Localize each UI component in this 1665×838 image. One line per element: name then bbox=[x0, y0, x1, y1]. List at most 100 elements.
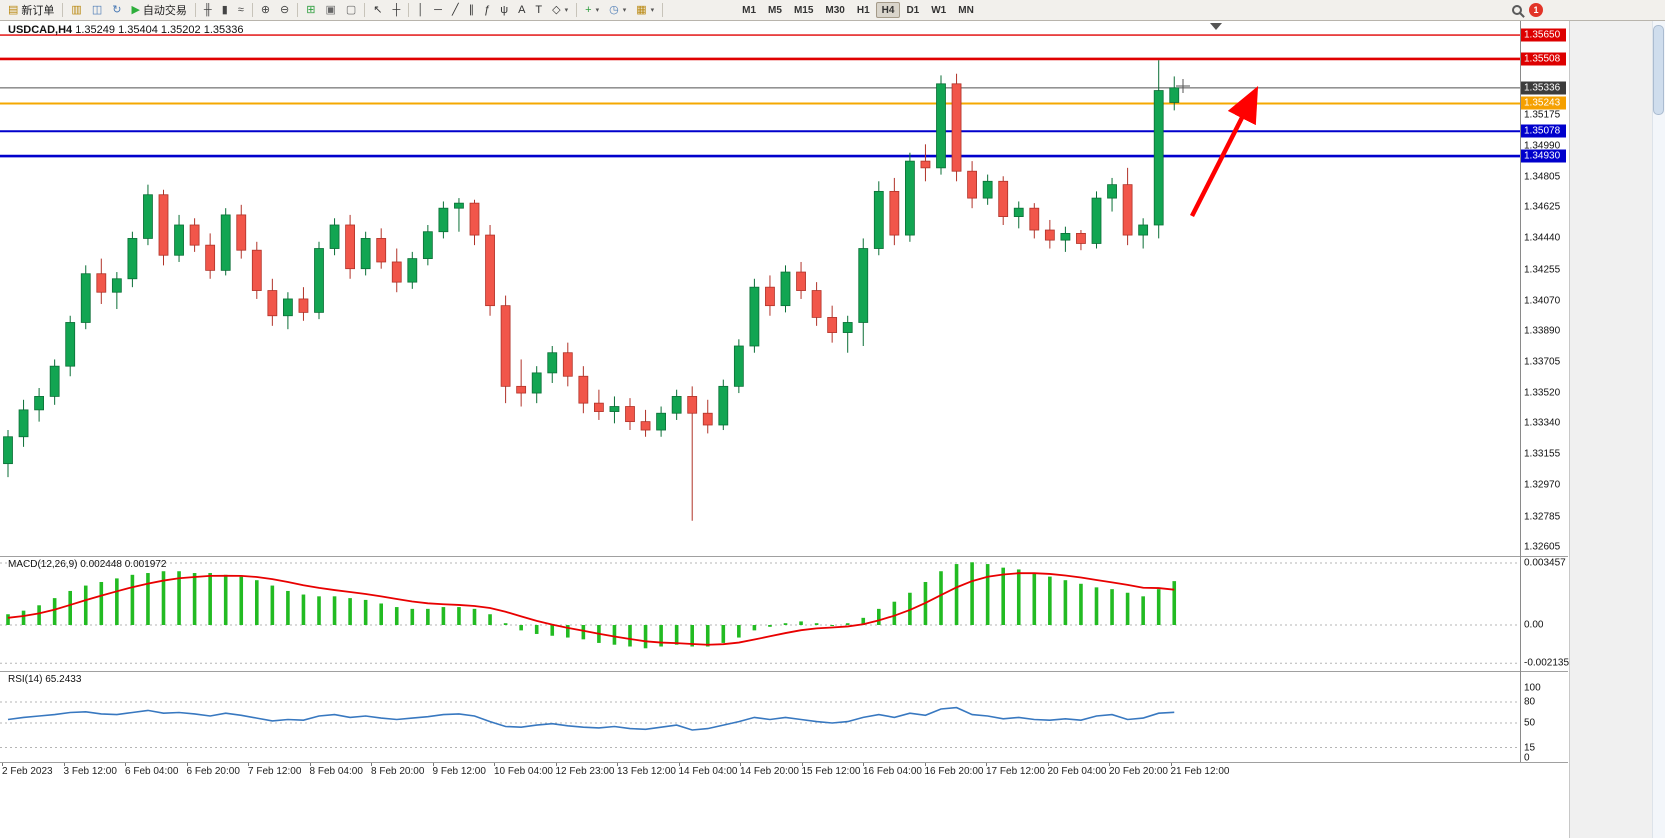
cascade-windows-button[interactable]: ▢ bbox=[341, 2, 361, 19]
text-label-icon: T bbox=[535, 3, 543, 16]
time-axis-label: 17 Feb 12:00 bbox=[986, 766, 1045, 777]
macd-bar bbox=[177, 571, 181, 625]
templates-button[interactable]: ▦ ▾ bbox=[631, 2, 659, 19]
macd-bar bbox=[628, 625, 632, 647]
horizontal-lines bbox=[0, 34, 1520, 158]
timeframe-m30-button[interactable]: M30 bbox=[825, 4, 845, 16]
macd-bar bbox=[301, 594, 306, 625]
trend-arrow-annotation[interactable] bbox=[1189, 85, 1259, 218]
candle-body bbox=[96, 273, 107, 293]
macd-bar bbox=[394, 607, 399, 625]
price-axis-tick: 1.35175 bbox=[1524, 109, 1561, 121]
price-badge-1.35336: 1.35336 bbox=[1521, 81, 1566, 95]
time-axis-tick bbox=[1047, 762, 1049, 766]
candlestick-chart-button[interactable]: ▮ bbox=[217, 2, 233, 19]
vertical-scrollbar[interactable] bbox=[1652, 21, 1665, 838]
macd-bar bbox=[161, 571, 166, 625]
time-axis-label: 15 Feb 12:00 bbox=[801, 766, 861, 777]
refresh-button[interactable]: ↻ bbox=[107, 2, 126, 19]
indicators-button[interactable]: + ▾ bbox=[580, 2, 604, 19]
vertical-line-button[interactable]: │ bbox=[412, 2, 429, 19]
horizontal-line-button[interactable]: ─ bbox=[429, 2, 447, 19]
autotrading-button[interactable]: ▶ 自动交易 bbox=[126, 2, 191, 19]
candle-body bbox=[407, 258, 418, 283]
macd-pane[interactable] bbox=[0, 557, 1520, 671]
timeframe-d1-button[interactable]: D1 bbox=[906, 4, 920, 16]
price-badge-1.35243: 1.35243 bbox=[1521, 96, 1566, 110]
line-chart-button[interactable]: ≈ bbox=[233, 2, 249, 19]
zoom-out-button[interactable]: ⊖ bbox=[275, 2, 294, 19]
candle-body bbox=[267, 290, 278, 317]
rsi-pane-separator[interactable] bbox=[0, 671, 1568, 672]
timeframe-w1-button[interactable]: W1 bbox=[931, 4, 947, 16]
macd-bar bbox=[472, 608, 477, 625]
chart-shift-marker[interactable] bbox=[1210, 23, 1222, 30]
candle-body bbox=[967, 170, 977, 199]
price-axis-tick: 1.33340 bbox=[1524, 417, 1561, 429]
candle-body bbox=[205, 244, 216, 271]
periods-button[interactable]: ◷ ▾ bbox=[604, 2, 631, 19]
macd-pane-separator[interactable] bbox=[0, 556, 1568, 557]
andrews-fork-button[interactable]: ψ bbox=[495, 2, 513, 19]
time-axis-tick bbox=[125, 762, 126, 766]
candle-body bbox=[1169, 87, 1180, 103]
time-axis-label: 20 Feb 20:00 bbox=[1109, 766, 1168, 777]
new-order-button[interactable]: ▤ 新订单 bbox=[3, 2, 59, 19]
macd-bar bbox=[643, 625, 648, 649]
zoom-out-icon: ⊖ bbox=[280, 3, 290, 16]
candle-body bbox=[80, 273, 91, 323]
macd-bar bbox=[239, 576, 244, 625]
tile-windows-button[interactable]: ▣ bbox=[320, 2, 340, 19]
time-axis-label: 21 Feb 12:00 bbox=[1170, 766, 1230, 777]
timeframe-m1-button[interactable]: M1 bbox=[742, 4, 757, 16]
rsi-line bbox=[7, 706, 1175, 731]
cursor-button[interactable]: ↖ bbox=[368, 2, 387, 19]
profiles-button[interactable]: ▥ bbox=[66, 2, 86, 19]
macd-bar bbox=[441, 607, 446, 625]
price-badge-1.35078: 1.35078 bbox=[1521, 124, 1566, 138]
time-axis-separator bbox=[0, 762, 1568, 763]
candle-body bbox=[1091, 197, 1102, 244]
candle-body bbox=[687, 396, 698, 414]
fibonacci-button[interactable]: ƒ bbox=[479, 2, 495, 19]
macd-bar bbox=[52, 598, 57, 625]
trendline-button[interactable]: ╱ bbox=[447, 2, 464, 19]
timeframe-mn-button[interactable]: MN bbox=[958, 4, 974, 16]
shapes-button[interactable]: ◇ ▾ bbox=[547, 2, 573, 19]
zoom-in-button[interactable]: ⊕ bbox=[256, 2, 275, 19]
time-axis-tick bbox=[617, 762, 618, 766]
vertical-line-icon: │ bbox=[417, 3, 425, 16]
toolbar-separator bbox=[408, 3, 410, 17]
text-button[interactable]: A bbox=[513, 2, 530, 19]
macd-bar bbox=[690, 625, 694, 647]
timeframe-h4-button[interactable]: H4 bbox=[875, 2, 901, 18]
search-icon[interactable] bbox=[1512, 5, 1522, 15]
cursor-cross-icon bbox=[1176, 79, 1190, 93]
scrollbar-thumb[interactable] bbox=[1653, 25, 1664, 115]
candle-body bbox=[282, 298, 293, 317]
macd-bar bbox=[877, 608, 881, 625]
macd-bar bbox=[332, 596, 337, 625]
macd-bar bbox=[488, 614, 492, 625]
autotrade-play-icon: ▶ bbox=[131, 3, 140, 16]
timeframe-m15-button[interactable]: M15 bbox=[793, 4, 814, 16]
macd-bar bbox=[83, 585, 88, 625]
rsi-pane[interactable] bbox=[0, 672, 1520, 762]
macd-bar bbox=[814, 623, 819, 625]
candle-body bbox=[671, 396, 682, 414]
text-label-button[interactable]: T bbox=[530, 2, 547, 19]
crosshair-button[interactable]: ┼ bbox=[388, 2, 406, 19]
chart-title: USDCAD,H4 1.35249 1.35404 1.35202 1.3533… bbox=[8, 24, 243, 36]
notification-badge[interactable]: 1 bbox=[1529, 3, 1543, 17]
market-watch-button[interactable]: ◫ bbox=[87, 2, 107, 19]
macd-bar bbox=[379, 603, 383, 625]
channel-button[interactable]: ∥ bbox=[464, 2, 480, 19]
new-order-icon: ▤ bbox=[8, 3, 19, 16]
time-axis-tick bbox=[432, 762, 434, 766]
time-axis-label: 6 Feb 04:00 bbox=[125, 766, 179, 777]
timeframe-h1-button[interactable]: H1 bbox=[856, 4, 870, 16]
price-chart-pane[interactable] bbox=[0, 21, 1520, 557]
timeframe-m5-button[interactable]: M5 bbox=[768, 4, 782, 16]
bar-chart-button[interactable]: ╫ bbox=[199, 2, 217, 19]
grid-button[interactable]: ⊞ bbox=[301, 2, 320, 19]
